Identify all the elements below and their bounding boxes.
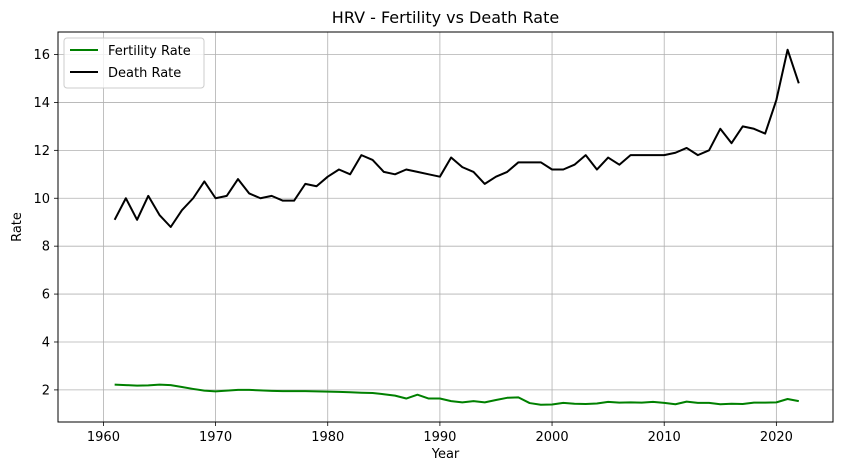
y-tick-label: 10: [33, 192, 50, 207]
y-axis-label: Rate: [10, 212, 25, 242]
grid: [58, 32, 833, 422]
ticks: 1960 1970 1980 1990 2000 2010 2020 2 4 6 8 10 12 14 16: [33, 48, 792, 445]
legend-label-fertility: Fertility Rate: [108, 44, 191, 59]
legend-box: [63, 37, 205, 89]
y-tick-label: 2: [42, 383, 50, 398]
x-tick-label: 2020: [760, 430, 793, 445]
x-tick-label: 1960: [87, 430, 120, 445]
y-tick-label: 6: [42, 288, 50, 303]
y-tick-label: 4: [42, 335, 50, 350]
fertility-rate-line: [114, 383, 799, 406]
x-tick-label: 2000: [536, 430, 569, 445]
plot-frame: [57, 31, 834, 423]
x-tick-label: 1970: [199, 430, 232, 445]
x-tick-label: 1980: [311, 430, 344, 445]
chart-title: HRV - Fertility vs Death Rate: [332, 8, 559, 27]
y-tick-label: 8: [42, 240, 50, 255]
series-lines: [113, 48, 800, 406]
y-tick-label: 16: [33, 48, 50, 63]
death-rate-line: [113, 48, 800, 228]
x-tick-label: 2010: [648, 430, 681, 445]
x-axis-label: Year: [431, 447, 460, 462]
y-tick-label: 12: [33, 144, 50, 159]
x-tick-label: 1990: [423, 430, 456, 445]
legend: Fertility Rate Death Rate: [63, 37, 205, 89]
y-tick-label: 14: [33, 96, 50, 111]
legend-label-death: Death Rate: [108, 66, 181, 81]
